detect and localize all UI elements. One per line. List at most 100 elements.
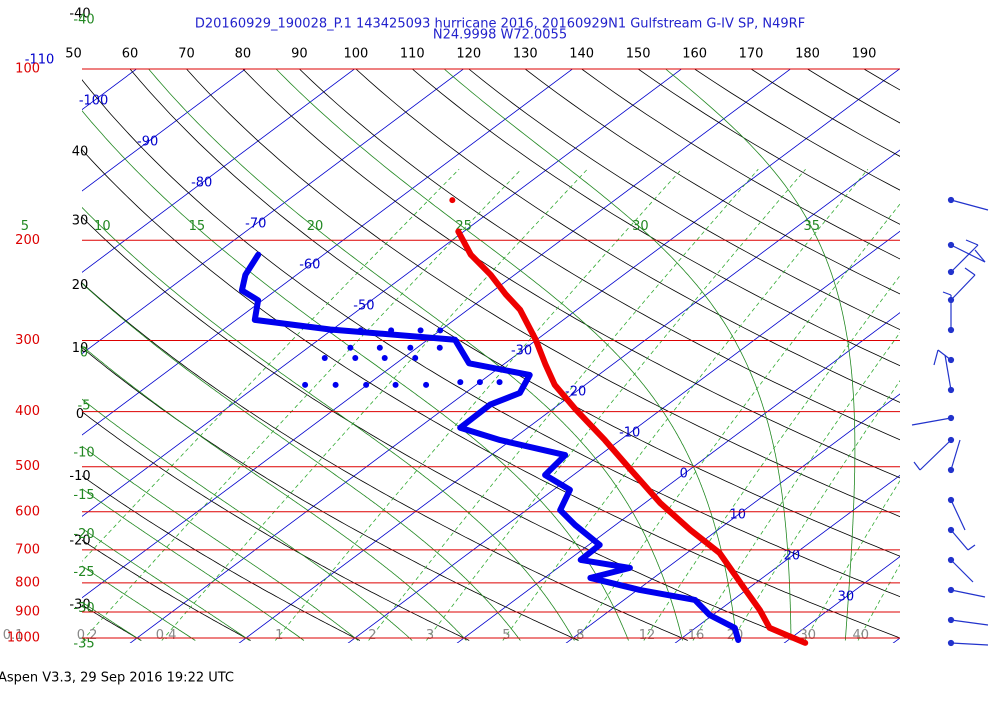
label-layer: -110-100-90-80-70-60-50-30-20-1001020304… xyxy=(3,6,900,651)
data-layer xyxy=(242,197,805,643)
pressure-label: 300 xyxy=(15,333,40,348)
profile-point xyxy=(363,382,369,388)
dry-adiabat-label: 140 xyxy=(569,47,594,62)
isotherm-label: -10 xyxy=(619,426,640,441)
moist-adiabat-label: -20 xyxy=(73,527,94,542)
profile-point xyxy=(497,379,503,385)
dry-adiabat xyxy=(459,14,1000,641)
dry-adiabat-label: 120 xyxy=(456,47,481,62)
isotherm-label: -70 xyxy=(245,217,266,232)
dry-adiabat-label: 50 xyxy=(65,47,82,62)
isotherm-label: 30 xyxy=(838,590,855,605)
dry-adiabat-label: 80 xyxy=(235,47,252,62)
pressure-label: 900 xyxy=(15,604,40,619)
profile-point xyxy=(437,327,443,333)
profile-point xyxy=(352,355,358,361)
moist-adiabat-label: -10 xyxy=(73,446,94,461)
moist-adiabat-label: 15 xyxy=(189,219,206,234)
profile-point xyxy=(382,355,388,361)
dry-adiabat-label: 30 xyxy=(72,214,89,229)
isotherm-label: -80 xyxy=(191,176,212,191)
dry-adiabat-label: 40 xyxy=(72,145,89,160)
dry-adiabat xyxy=(35,14,1000,641)
moist-adiabat-label: 10 xyxy=(94,219,111,234)
mixing-ratio-label: 5 xyxy=(502,628,510,643)
moist-adiabat xyxy=(0,14,412,641)
footer: Aspen V3.3, 29 Sep 2016 19:22 UTC xyxy=(0,671,234,686)
dry-adiabat-label: 180 xyxy=(795,47,820,62)
isotherm-label: -50 xyxy=(353,299,374,314)
profile-point xyxy=(418,327,424,333)
mixing-ratio-label: 16 xyxy=(688,628,705,643)
isotherm xyxy=(323,0,1000,662)
mixing-ratio-label: 12 xyxy=(639,628,656,643)
profile-point xyxy=(328,327,334,333)
dry-adiabat xyxy=(247,14,1000,641)
dry-adiabat-label: 170 xyxy=(739,47,764,62)
dry-adiabat xyxy=(618,14,1000,641)
dry-adiabat-label: -10 xyxy=(69,469,90,484)
dry-adiabat xyxy=(353,14,1000,641)
dry-adiabat-label: 190 xyxy=(852,47,877,62)
profile-point xyxy=(388,327,394,333)
mixing-ratio-label: 2 xyxy=(368,628,376,643)
dry-adiabat-label: 60 xyxy=(122,47,139,62)
wind-barbs xyxy=(912,198,988,646)
isotherm-label: -60 xyxy=(299,258,320,273)
dry-adiabat xyxy=(406,14,1000,641)
pressure-label: 800 xyxy=(15,575,40,590)
profile-point xyxy=(393,382,399,388)
isotherm-label: -30 xyxy=(511,344,532,359)
mixing-ratio-label: 40 xyxy=(852,628,869,643)
profile-point xyxy=(449,197,455,203)
profile-point xyxy=(347,345,353,351)
mixing-ratio-label: 0.4 xyxy=(156,628,177,643)
moist-adiabat-label: -15 xyxy=(73,488,94,503)
dry-adiabat-label: 100 xyxy=(343,47,368,62)
dry-adiabat xyxy=(776,14,1000,641)
dry-adiabat-label: 110 xyxy=(400,47,425,62)
profile-point xyxy=(302,382,308,388)
profile-point xyxy=(322,355,328,361)
profile-point xyxy=(377,345,383,351)
profile-point xyxy=(333,382,339,388)
grid-layer xyxy=(0,0,1000,662)
moist-adiabat-label: 35 xyxy=(803,219,820,234)
profile-point xyxy=(457,379,463,385)
dry-adiabat xyxy=(0,14,906,641)
profile-point xyxy=(437,345,443,351)
profile-point xyxy=(407,345,413,351)
moist-adiabat xyxy=(0,14,304,641)
profile-point xyxy=(412,355,418,361)
dry-adiabat-label: 20 xyxy=(72,278,89,293)
profile-point xyxy=(477,379,483,385)
moist-adiabat-label: 5 xyxy=(21,219,29,234)
mixing-ratio-label: 8 xyxy=(576,628,584,643)
moist-adiabat-label: 0 xyxy=(80,345,88,360)
pressure-label: 700 xyxy=(15,542,40,557)
dry-adiabat-label: 70 xyxy=(178,47,195,62)
dry-adiabat xyxy=(0,14,797,641)
dry-adiabat-label: 90 xyxy=(291,47,308,62)
moist-adiabat-label: -30 xyxy=(73,601,94,616)
profile-point xyxy=(423,382,429,388)
pressure-label: 500 xyxy=(15,459,40,474)
isotherm xyxy=(868,0,1000,662)
mixing-ratio-label: 0.2 xyxy=(77,628,98,643)
dry-adiabat-label: 130 xyxy=(513,47,538,62)
isotherm-label: 20 xyxy=(784,549,801,564)
mixing-ratio-label: 1 xyxy=(275,628,283,643)
pressure-label: 400 xyxy=(15,404,40,419)
pressure-label: 200 xyxy=(15,233,40,248)
mixing-ratio-label: 3 xyxy=(426,628,434,643)
moist-adiabat-label: 20 xyxy=(307,219,324,234)
profile-point xyxy=(358,327,364,333)
chart-subtitle: N24.9998 W72.0055 xyxy=(433,28,567,43)
isotherm-label: 0 xyxy=(680,467,688,482)
dry-adiabat xyxy=(141,14,1000,641)
isotherm xyxy=(105,0,1000,662)
moist-adiabat-label: -25 xyxy=(73,565,94,580)
isotherm-label: -100 xyxy=(79,94,109,109)
